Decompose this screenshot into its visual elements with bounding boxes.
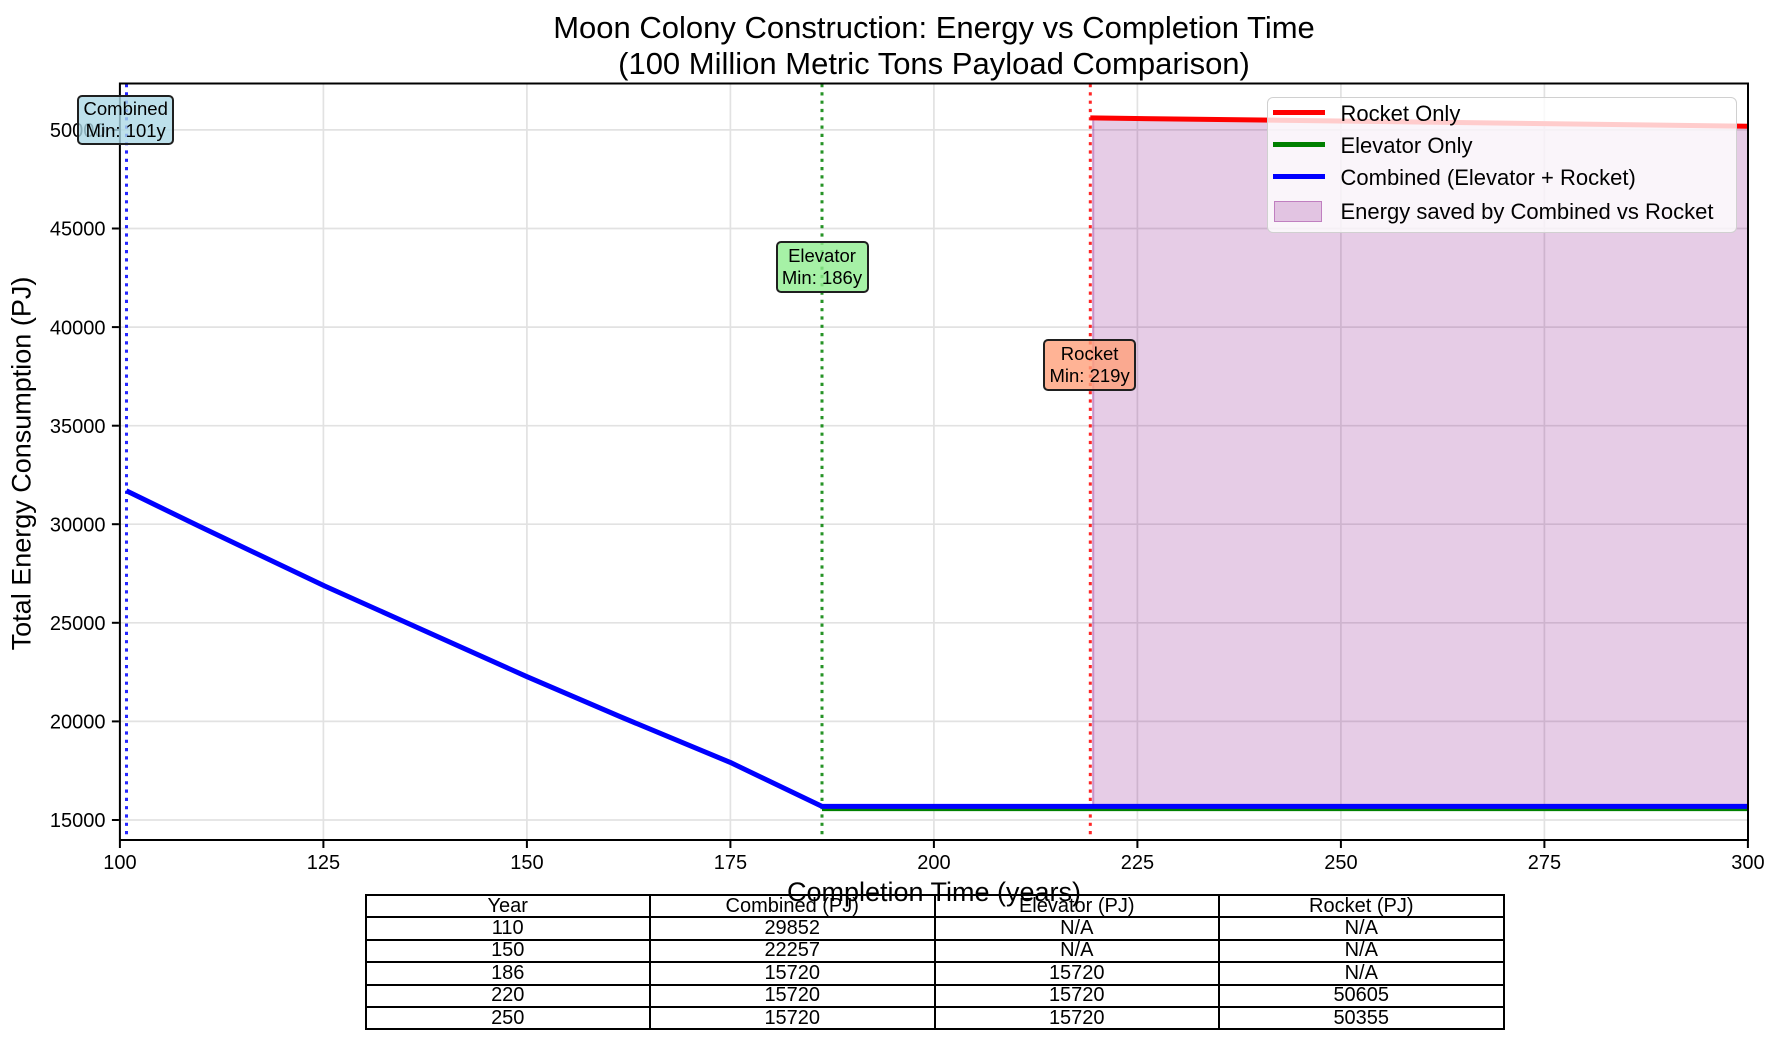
svg-text:35000: 35000 (50, 416, 106, 438)
svg-text:25000: 25000 (50, 613, 106, 635)
svg-text:275: 275 (1528, 852, 1561, 874)
svg-text:40000: 40000 (50, 317, 106, 339)
svg-text:250: 250 (1324, 852, 1357, 874)
svg-text:15000: 15000 (50, 810, 106, 832)
svg-text:200: 200 (917, 852, 950, 874)
svg-text:45000: 45000 (50, 219, 106, 241)
svg-text:175: 175 (714, 852, 747, 874)
svg-text:300: 300 (1731, 852, 1764, 874)
svg-text:30000: 30000 (50, 514, 106, 536)
svg-text:150: 150 (510, 852, 543, 874)
svg-text:20000: 20000 (50, 712, 106, 734)
svg-text:225: 225 (1121, 852, 1154, 874)
svg-text:125: 125 (307, 852, 340, 874)
svg-text:100: 100 (103, 852, 136, 874)
